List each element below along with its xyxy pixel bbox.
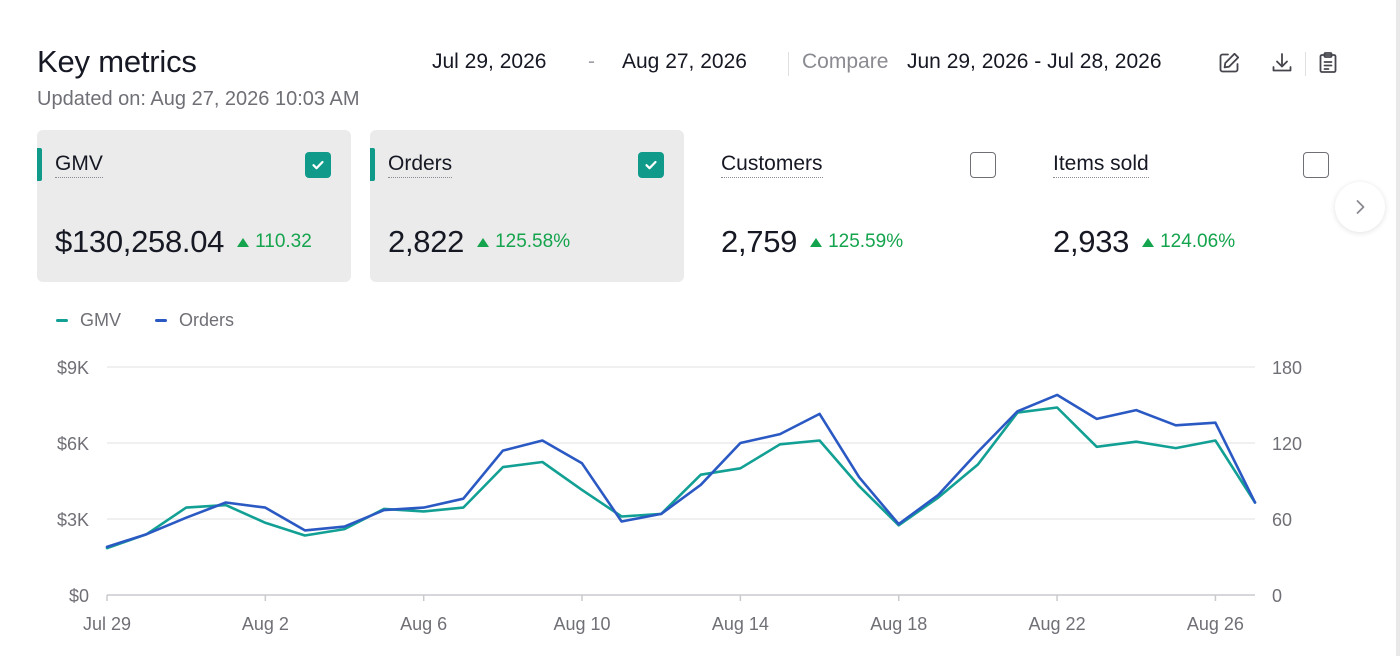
updated-timestamp: Updated on: Aug 27, 2026 10:03 AM — [37, 88, 360, 110]
trend-value: 124.06% — [1160, 231, 1236, 252]
edit-icon[interactable] — [1216, 50, 1242, 76]
metric-trend: 110.32 — [237, 231, 312, 253]
y-left-tick-label: $0 — [69, 586, 89, 606]
metric-trend: 125.58% — [477, 231, 570, 253]
page-title: Key metrics — [37, 44, 197, 79]
y-left-tick-label: $9K — [57, 358, 89, 378]
x-tick-label: Aug 6 — [400, 614, 447, 634]
toolbar-divider — [788, 52, 789, 76]
legend-swatch — [56, 319, 68, 322]
metric-card-orders[interactable]: Orders 2,822 125.58% — [370, 130, 684, 282]
compare-range-picker[interactable]: Jun 29, 2026 - Jul 28, 2026 — [907, 50, 1162, 73]
metric-card-gmv[interactable]: GMV $130,258.04 110.32 — [37, 130, 351, 282]
compare-label: Compare — [802, 50, 889, 73]
metric-card-items-sold[interactable]: Items sold 2,933 124.06% — [1035, 130, 1349, 282]
trend-value: 110.32 — [255, 231, 312, 252]
download-icon[interactable] — [1269, 50, 1295, 76]
x-tick-label: Aug 14 — [712, 614, 769, 634]
x-tick-label: Aug 10 — [554, 614, 611, 634]
chevron-right-icon — [1356, 200, 1365, 214]
legend-item-orders[interactable]: Orders — [155, 310, 234, 331]
clipboard-icon[interactable] — [1315, 50, 1341, 76]
date-range-separator: - — [588, 50, 595, 73]
trend-value: 125.58% — [495, 231, 571, 252]
y-right-tick-label: 0 — [1272, 586, 1282, 606]
legend-label: GMV — [80, 310, 122, 330]
checkbox-checked-icon[interactable] — [305, 152, 331, 178]
metric-label: Items sold — [1053, 152, 1149, 178]
x-tick-label: Jul 29 — [83, 614, 131, 634]
x-tick-label: Aug 26 — [1187, 614, 1244, 634]
trend-up-icon — [237, 237, 250, 247]
metric-trend: 124.06% — [1142, 231, 1235, 253]
metric-value: 2,933 — [1053, 224, 1130, 259]
metric-card-customers[interactable]: Customers 2,759 125.59% — [703, 130, 1017, 282]
metric-value: 2,822 — [388, 224, 465, 259]
checkbox-checked-icon[interactable] — [638, 152, 664, 178]
legend-label: Orders — [179, 310, 235, 330]
series-line-orders — [105, 393, 1257, 549]
legend-swatch — [155, 319, 168, 322]
date-range-end[interactable]: Aug 27, 2026 — [622, 50, 747, 73]
scroll-right-button[interactable] — [1335, 182, 1385, 232]
metric-value: 2,759 — [721, 224, 798, 259]
metric-label: GMV — [55, 152, 103, 178]
x-tick-label: Aug 2 — [242, 614, 289, 634]
selected-indicator — [37, 148, 42, 181]
date-range-start[interactable]: Jul 29, 2026 — [432, 50, 547, 73]
x-tick-label: Aug 22 — [1029, 614, 1086, 634]
checkbox-unchecked-icon[interactable] — [1303, 152, 1329, 178]
y-left-tick-label: $3K — [57, 510, 89, 530]
checkbox-unchecked-icon[interactable] — [970, 152, 996, 178]
series-line-gmv — [105, 406, 1257, 550]
trend-up-icon — [477, 237, 490, 247]
metric-trend: 125.59% — [810, 231, 903, 253]
page-edge — [1396, 0, 1400, 656]
toolbar-divider — [1305, 52, 1306, 76]
trend-up-icon — [810, 237, 823, 247]
trend-up-icon — [1142, 237, 1155, 247]
y-right-tick-label: 120 — [1272, 434, 1302, 454]
metric-value: $130,258.04 — [55, 224, 225, 259]
y-right-tick-label: 180 — [1272, 358, 1302, 378]
key-metrics-line-chart[interactable]: $0 0 $3K 60 $6K 120 $9K 180 Jul 29 Aug 2 Aug 6 Aug … — [0, 340, 1400, 656]
legend-item-gmv[interactable]: GMV — [56, 310, 121, 331]
chart-legend: GMV Orders — [56, 310, 268, 331]
y-right-tick-label: 60 — [1272, 510, 1292, 530]
trend-value: 125.59% — [828, 231, 904, 252]
metric-label: Customers — [721, 152, 823, 178]
y-left-tick-label: $6K — [57, 434, 89, 454]
selected-indicator — [370, 148, 375, 181]
x-tick-label: Aug 18 — [870, 614, 927, 634]
metric-label: Orders — [388, 152, 453, 178]
